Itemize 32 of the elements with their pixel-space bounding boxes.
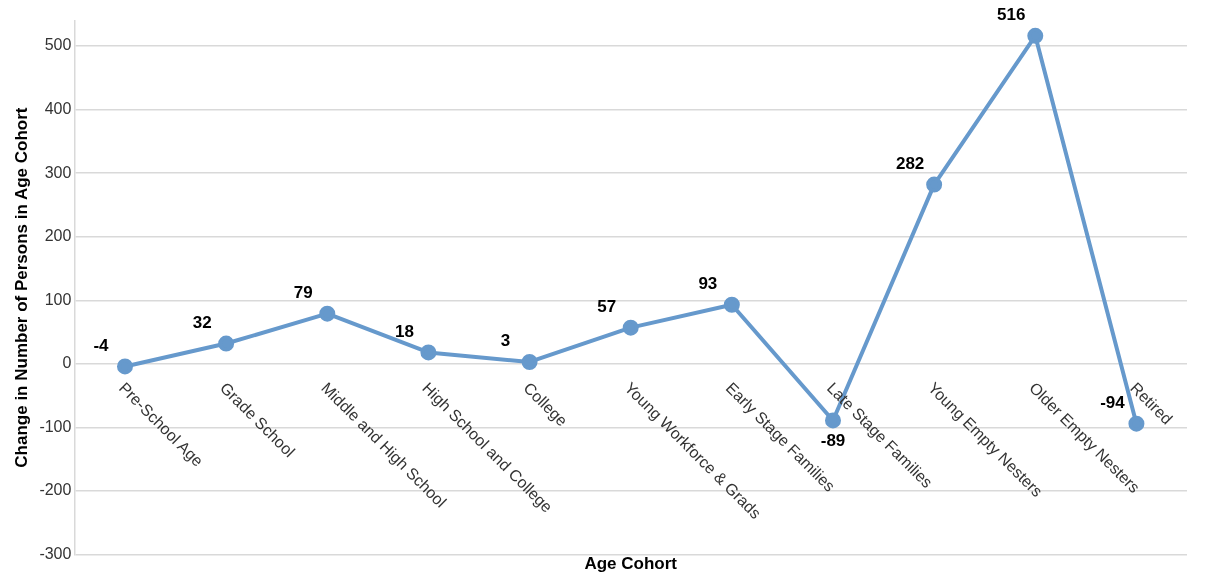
data-label: 18	[394, 321, 414, 341]
y-tick-label: 300	[44, 163, 72, 181]
point	[723, 296, 740, 313]
point	[1027, 27, 1044, 44]
data-label: -4	[93, 335, 110, 355]
data-label: 32	[192, 312, 212, 332]
point	[622, 319, 639, 336]
data-label: 57	[597, 296, 617, 316]
y-tick-label: -200	[39, 481, 72, 499]
data-label: 3	[500, 331, 511, 351]
point	[926, 176, 943, 193]
point	[521, 353, 538, 370]
y-tick-label: -100	[39, 417, 72, 435]
point	[420, 344, 437, 361]
y-tick-label: 0	[62, 354, 72, 372]
y-tick-label: 400	[44, 100, 72, 118]
data-label: 516	[997, 5, 1026, 25]
x-axis-title: Age Cohort	[584, 554, 678, 574]
y-tick-label: -300	[39, 545, 72, 563]
point	[117, 358, 133, 375]
data-label: 282	[895, 153, 925, 173]
data-label: 79	[293, 282, 313, 302]
y-tick-label: 100	[44, 290, 72, 308]
y-tick-label: 200	[44, 227, 72, 245]
y-tick-label: 500	[44, 36, 72, 54]
point	[218, 335, 235, 352]
point	[319, 305, 336, 322]
data-label: -89	[820, 430, 846, 450]
data-label: 93	[698, 273, 718, 293]
y-axis-title: Change in Number of Persons in Age Cohort	[11, 107, 31, 468]
data-label: -94	[1100, 392, 1126, 412]
point	[825, 412, 841, 429]
